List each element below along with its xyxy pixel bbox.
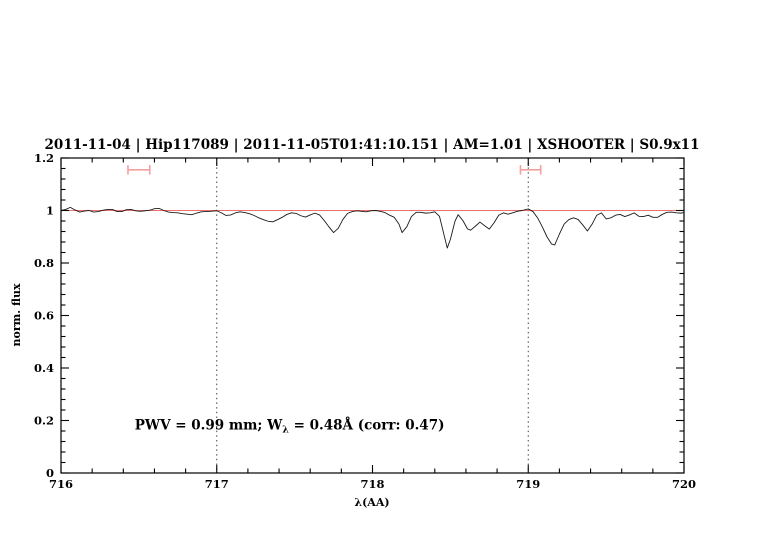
axis-ticks — [60, 157, 685, 474]
y-tick-label: 0 — [46, 466, 54, 480]
range-marker — [127, 165, 151, 175]
x-tick-label: 719 — [516, 477, 540, 491]
plot-title: 2011-11-04 | Hip117089 | 2011-11-05T01:4… — [45, 137, 700, 153]
tick-labels: 716 717 718 719 720 0 0.2 0.4 0.6 0.8 1 1.2 — [34, 151, 696, 491]
y-tick-label: 0.2 — [34, 414, 54, 428]
y-tick-label: 1.2 — [34, 151, 54, 165]
spectrum-curve — [60, 206, 685, 249]
x-tick-label: 718 — [360, 477, 384, 491]
y-tick-label: 0.4 — [34, 361, 54, 375]
x-tick-label: 717 — [205, 477, 229, 491]
band-range-markers — [127, 165, 542, 175]
series-spectrum — [60, 206, 685, 249]
pwv-annotation: PWV = 0.99 mm; Wλ = 0.48Å (corr: 0.47) — [135, 417, 445, 435]
y-tick-label: 0.6 — [34, 309, 54, 323]
x-tick-label: 720 — [672, 477, 696, 491]
range-marker — [519, 165, 542, 175]
y-axis-label: norm. flux — [10, 283, 23, 346]
y-tick-label: 0.8 — [34, 256, 54, 270]
x-tick-label: 716 — [49, 477, 73, 491]
x-axis-label: λ(AA) — [354, 496, 389, 509]
y-tick-label: 1 — [46, 204, 54, 218]
